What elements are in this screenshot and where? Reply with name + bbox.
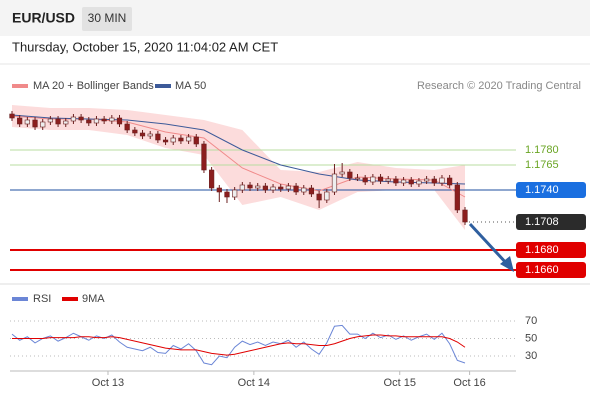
candle-body bbox=[408, 179, 414, 185]
candle-body bbox=[124, 123, 130, 131]
candle-body bbox=[155, 133, 161, 141]
candle-body bbox=[109, 117, 115, 122]
candle-body bbox=[308, 187, 315, 195]
candle-body bbox=[17, 117, 23, 125]
candle-body bbox=[293, 185, 299, 193]
candle-body bbox=[316, 193, 322, 201]
legend-swatch bbox=[62, 297, 78, 301]
candle-body bbox=[462, 209, 468, 223]
candle-body bbox=[354, 177, 361, 180]
candle-body bbox=[454, 184, 460, 211]
candle-body bbox=[170, 137, 176, 143]
candle-body bbox=[116, 117, 123, 125]
legend-swatch bbox=[12, 84, 28, 88]
candle-body bbox=[416, 180, 422, 185]
candle-body bbox=[424, 178, 430, 182]
candle-body bbox=[9, 113, 15, 119]
candle-body bbox=[255, 185, 261, 189]
candle-body bbox=[377, 176, 384, 182]
candle-body bbox=[347, 171, 353, 179]
candle-body bbox=[362, 177, 368, 183]
candle-body bbox=[24, 119, 30, 125]
rsi-line bbox=[12, 334, 466, 356]
symbol: EUR/USD bbox=[12, 10, 75, 26]
candle-body bbox=[239, 184, 245, 191]
candle-body bbox=[232, 189, 238, 198]
candle-body bbox=[132, 129, 138, 134]
candle-body bbox=[216, 187, 222, 193]
candle-body bbox=[101, 118, 107, 122]
candle-body bbox=[139, 132, 146, 137]
x-tick-label: Oct 16 bbox=[453, 377, 485, 389]
x-tick-label: Oct 13 bbox=[92, 377, 124, 389]
level-box bbox=[516, 214, 586, 230]
candle-body bbox=[63, 120, 69, 125]
y-tick-label: 70 bbox=[525, 315, 537, 327]
candle-body bbox=[209, 169, 215, 189]
candle-body bbox=[178, 137, 184, 142]
candle-body bbox=[193, 136, 199, 145]
legend-label: 9MA bbox=[82, 293, 105, 305]
bollinger-band bbox=[12, 105, 465, 230]
candle-body bbox=[385, 178, 391, 182]
credit: Research © 2020 Trading Central bbox=[417, 80, 581, 92]
candle-body bbox=[447, 177, 453, 186]
candle-body bbox=[431, 178, 437, 184]
legend-label: RSI bbox=[33, 293, 51, 305]
level-box bbox=[516, 182, 586, 198]
forecast-arrow bbox=[468, 222, 510, 267]
arrow-head bbox=[500, 256, 514, 272]
candle-body bbox=[147, 133, 153, 137]
candle-body bbox=[393, 178, 399, 184]
candle-body bbox=[70, 116, 77, 122]
level-box bbox=[516, 262, 586, 278]
candle-body bbox=[224, 191, 230, 198]
y-tick-label: 50 bbox=[525, 332, 537, 344]
interval-box bbox=[82, 7, 132, 31]
candle-body bbox=[78, 116, 84, 121]
candle-body bbox=[185, 136, 192, 142]
level-label: 1.1660 bbox=[525, 264, 559, 276]
candle-body bbox=[32, 119, 38, 128]
candle-body bbox=[278, 186, 284, 190]
level-label: 1.1708 bbox=[525, 216, 559, 228]
x-tick-label: Oct 14 bbox=[238, 377, 270, 389]
y-tick-label: 30 bbox=[525, 350, 537, 362]
x-tick-label: Oct 15 bbox=[384, 377, 416, 389]
level-label: 1.1740 bbox=[525, 184, 559, 196]
candle-body bbox=[40, 121, 46, 128]
candle-body bbox=[331, 173, 338, 193]
level-label: 1.1765 bbox=[525, 159, 559, 171]
candle-body bbox=[262, 185, 268, 191]
legend-label: MA 20 + Bollinger Bands bbox=[33, 80, 154, 92]
interval: 30 MIN bbox=[88, 11, 127, 25]
timestamp: Thursday, October 15, 2020 11:04:02 AM C… bbox=[12, 39, 278, 54]
rsi-line bbox=[11, 324, 466, 366]
candle-body bbox=[162, 139, 169, 143]
candle-body bbox=[339, 171, 345, 175]
level-label: 1.1780 bbox=[525, 144, 559, 156]
level-label: 1.1680 bbox=[525, 244, 559, 256]
candle-body bbox=[47, 118, 53, 123]
level-box bbox=[516, 242, 586, 258]
candle-body bbox=[270, 186, 276, 191]
candle-body bbox=[324, 191, 330, 201]
candle-body bbox=[247, 184, 253, 189]
legend-swatch bbox=[155, 84, 171, 88]
candle-body bbox=[285, 185, 292, 190]
legend-label: MA 50 bbox=[175, 80, 206, 92]
legend-swatch bbox=[12, 297, 28, 301]
candle-body bbox=[86, 119, 92, 124]
candle-body bbox=[201, 143, 207, 171]
candle-body bbox=[439, 177, 445, 184]
candle-body bbox=[93, 118, 100, 124]
candle-body bbox=[400, 179, 407, 184]
candle-body bbox=[301, 187, 307, 193]
candle-body bbox=[370, 176, 376, 183]
candle-body bbox=[55, 118, 61, 125]
